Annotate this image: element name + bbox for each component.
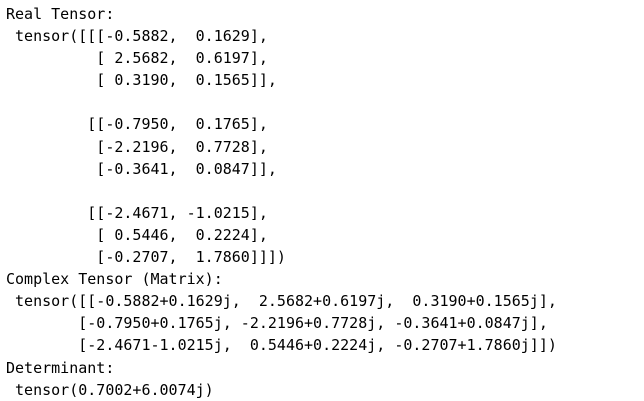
- output-line: [ 0.5446, 0.2224],: [6, 225, 268, 244]
- output-line: [-2.2196, 0.7728],: [6, 137, 268, 156]
- output-line: [-0.7950+0.1765j, -2.2196+0.7728j, -0.36…: [6, 314, 548, 333]
- output-line: tensor(0.7002+6.0074j): [6, 380, 214, 399]
- output-line-blank: [6, 91, 644, 113]
- output-line-determinant-label: Determinant:: [6, 358, 115, 377]
- output-line: [-0.3641, 0.0847]],: [6, 159, 277, 178]
- output-line: tensor([[-0.5882+0.1629j, 2.5682+0.6197j…: [6, 292, 557, 311]
- output-line: [-0.2707, 1.7860]]]): [6, 248, 286, 267]
- output-line: [[-2.4671, -1.0215],: [6, 203, 268, 222]
- output-line-complex-tensor-label: Complex Tensor (Matrix):: [6, 270, 223, 289]
- output-line-blank: [6, 180, 644, 202]
- output-line: [-2.4671-1.0215j, 0.5446+0.2224j, -0.270…: [6, 336, 557, 355]
- output-line: [[-0.7950, 0.1765],: [6, 115, 268, 134]
- output-line: [ 0.3190, 0.1565]],: [6, 71, 277, 90]
- output-line: [ 2.5682, 0.6197],: [6, 49, 268, 68]
- output-text: Real Tensor: tensor([[[-0.5882, 0.1629],…: [6, 3, 644, 401]
- output-line: tensor([[[-0.5882, 0.1629],: [6, 27, 268, 46]
- output-line-real-tensor-label: Real Tensor:: [6, 5, 115, 23]
